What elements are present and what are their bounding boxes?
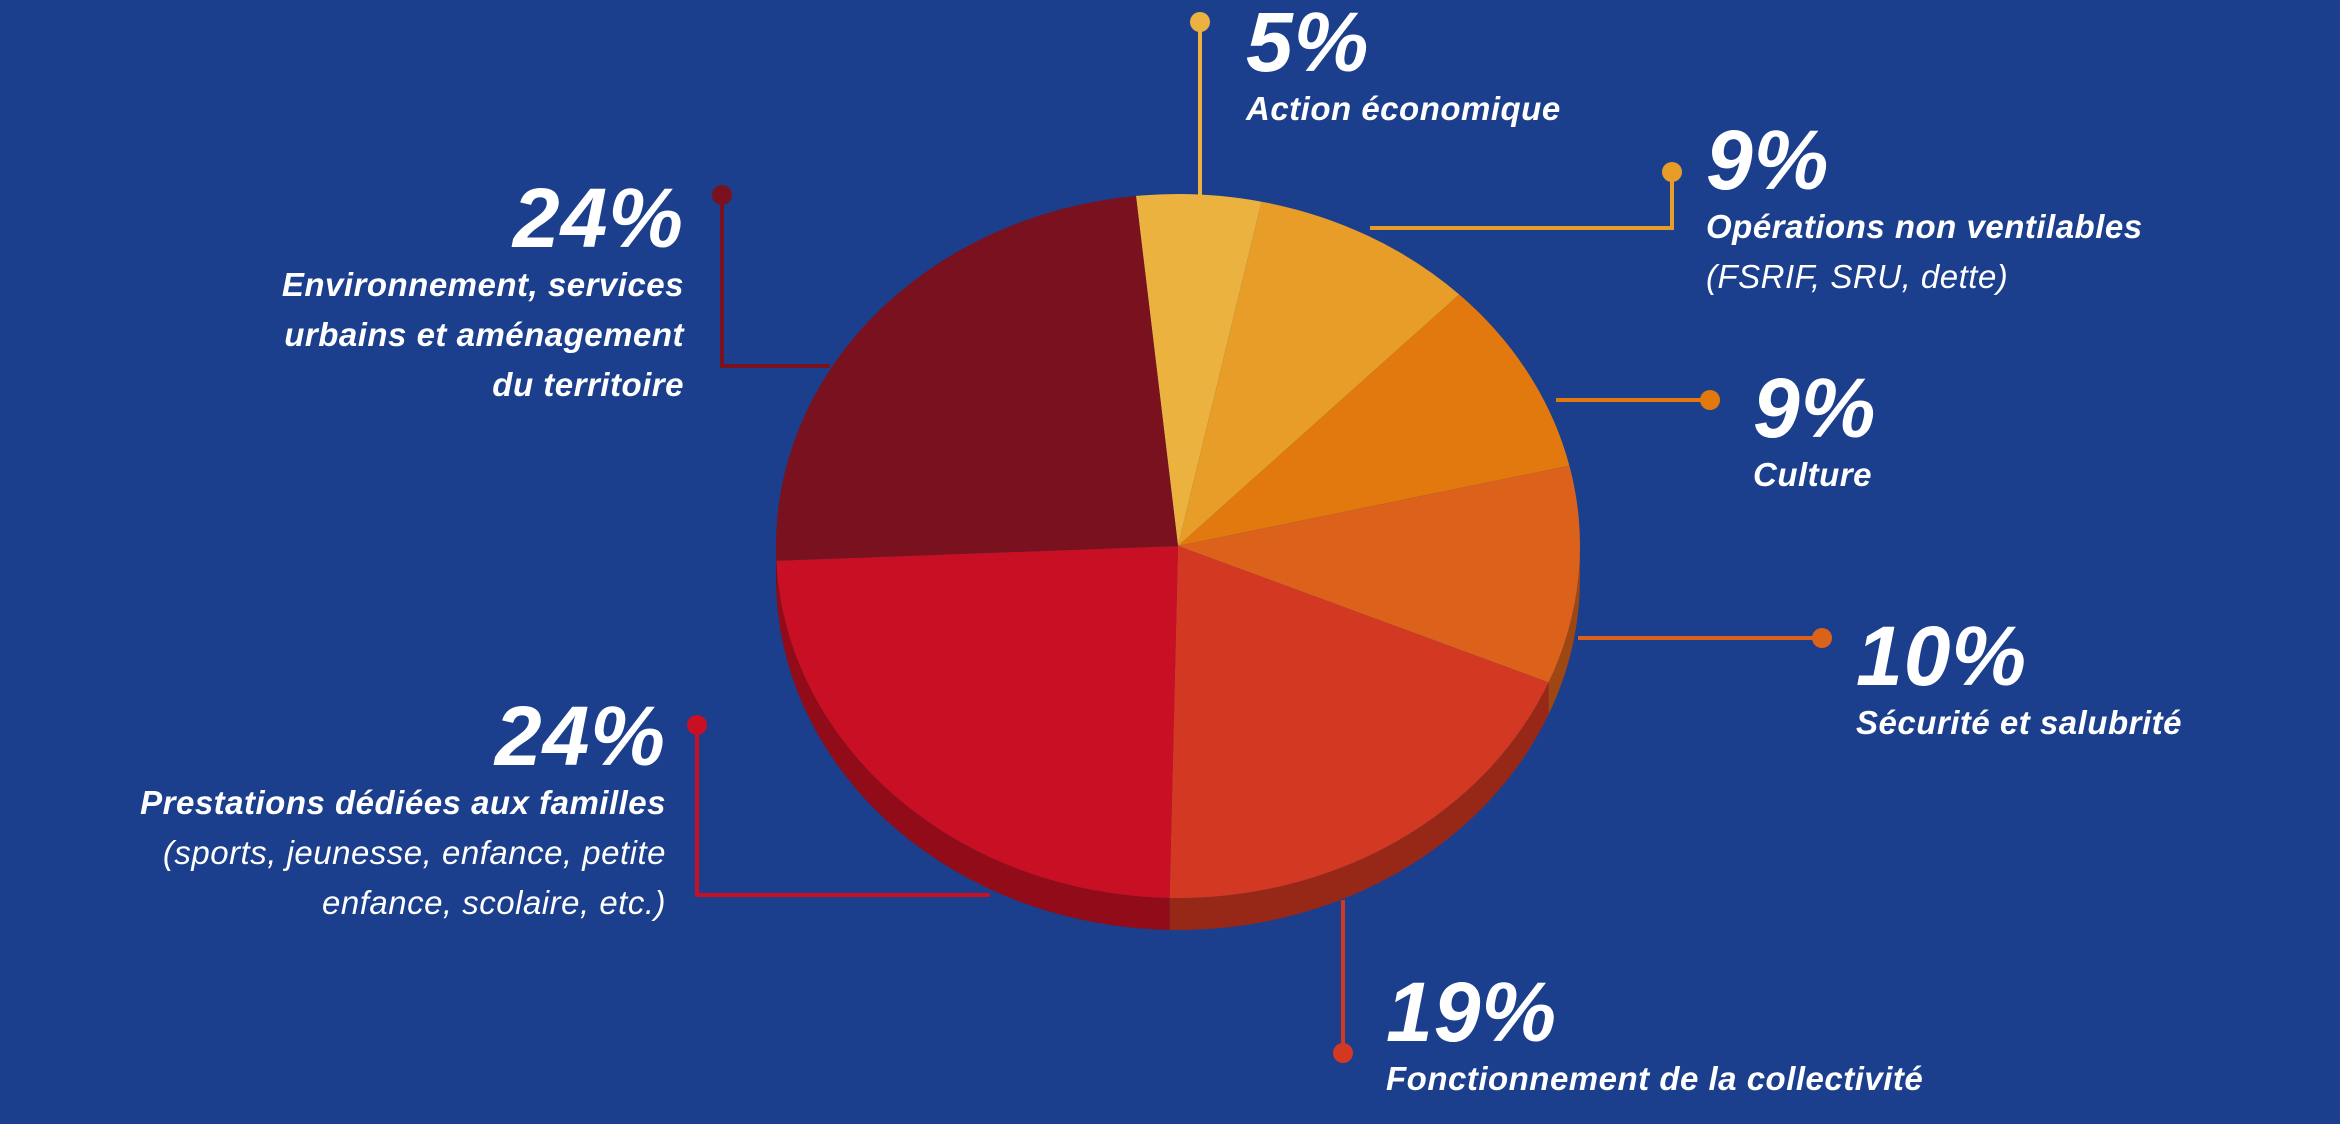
slice-name: Environnement, services xyxy=(281,266,684,303)
slice-percent: 24% xyxy=(512,171,684,265)
slice-name: Prestations dédiées aux familles xyxy=(140,784,666,821)
pie-slices xyxy=(776,194,1580,898)
slice-percent: 9% xyxy=(1706,113,1830,207)
slice-percent: 19% xyxy=(1386,965,1558,1059)
slice-securite xyxy=(1178,465,1580,683)
leader-dot-prestations xyxy=(687,715,707,735)
slice-culture xyxy=(1178,294,1570,546)
leader-line-operations xyxy=(1370,172,1674,230)
slice-percent: 24% xyxy=(494,689,666,783)
slice-percent: 5% xyxy=(1246,0,1370,89)
slice-name: Fonctionnement de la collectivité xyxy=(1386,1060,1924,1097)
label-prestations: 24% Prestations dédiées aux familles (sp… xyxy=(140,694,666,928)
leader-lines xyxy=(687,12,1832,1063)
slice-name: Action économique xyxy=(1246,90,1561,127)
label-securite: 10% Sécurité et salubrité xyxy=(1856,614,2182,748)
depth-prestations xyxy=(776,560,1170,930)
slice-fonctionnement xyxy=(1169,546,1549,898)
depth-fonctionnement xyxy=(1169,682,1549,930)
slice-name: Culture xyxy=(1753,456,1872,493)
label-culture: 9% Culture xyxy=(1753,366,1876,500)
leader-line-environnement xyxy=(720,195,830,368)
label-environnement: 24% Environnement, services urbains et a… xyxy=(282,176,684,410)
slice-name: du territoire xyxy=(492,366,684,403)
label-operations: 9% Opérations non ventilables (FSRIF, SR… xyxy=(1706,118,2143,302)
slice-detail: (sports, jeunesse, enfance, petite xyxy=(162,834,666,871)
leader-dot-action xyxy=(1190,12,1210,32)
slice-name: Opérations non ventilables xyxy=(1706,208,2143,245)
slice-name: Sécurité et salubrité xyxy=(1856,704,2182,741)
leader-dot-operations xyxy=(1662,162,1682,182)
slice-name: urbains et aménagement xyxy=(284,316,684,353)
slice-percent: 9% xyxy=(1753,361,1877,455)
slice-environnement xyxy=(776,195,1178,561)
slice-prestations xyxy=(776,546,1178,898)
slice-detail: (FSRIF, SRU, dette) xyxy=(1706,258,2009,295)
slice-percent: 10% xyxy=(1856,609,2028,703)
slice-action xyxy=(1135,194,1262,546)
leader-dot-environnement xyxy=(712,185,732,205)
depth-securite xyxy=(1548,546,1580,715)
leader-line-prestations xyxy=(695,725,990,897)
leader-dot-fonctionnement xyxy=(1333,1043,1353,1063)
label-fonctionnement: 19% Fonctionnement de la collectivité xyxy=(1386,970,1923,1104)
slice-operations xyxy=(1178,201,1460,546)
leader-dot-securite xyxy=(1812,628,1832,648)
label-action: 5% Action économique xyxy=(1246,0,1561,134)
leader-dot-culture xyxy=(1700,390,1720,410)
pie-depth xyxy=(776,546,1580,930)
slice-detail: enfance, scolaire, etc.) xyxy=(322,884,666,921)
